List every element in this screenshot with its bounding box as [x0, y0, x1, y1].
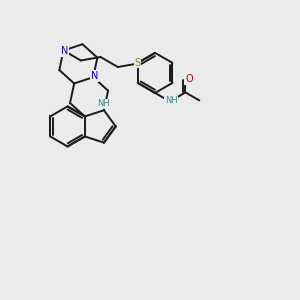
Text: N: N [61, 46, 69, 56]
Text: O: O [185, 74, 193, 84]
Text: S: S [134, 58, 140, 68]
Text: N: N [91, 71, 98, 81]
Text: NH: NH [98, 99, 110, 108]
Text: NH: NH [165, 96, 177, 105]
